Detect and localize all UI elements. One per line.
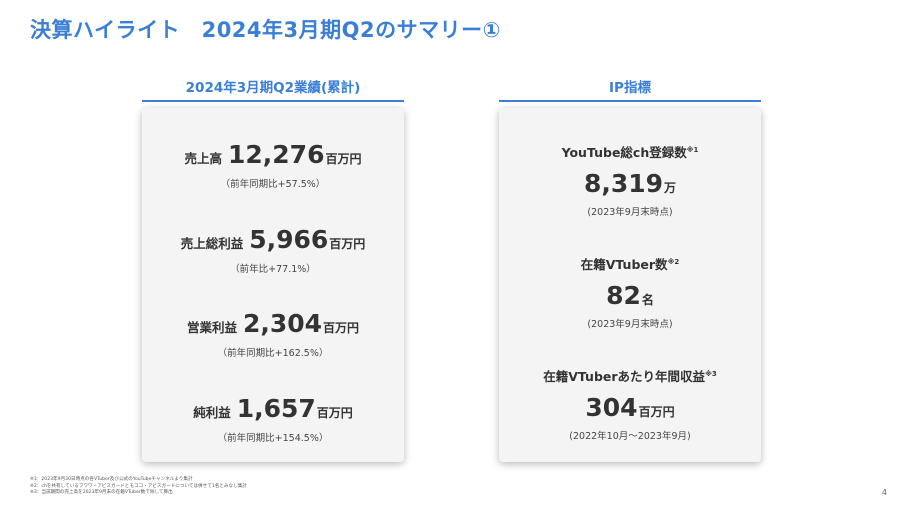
metric-label: 在籍VTuber数 xyxy=(580,257,668,272)
metric-revenue-per-vtuber: 在籍VTuberあたり年間収益※3 304 百万円 (2022年10月～2023… xyxy=(499,366,761,442)
metric-value: 2,304 xyxy=(242,309,323,338)
metric-change: （前年同期比+154.5%） xyxy=(217,433,329,444)
metric-change: （前年比+77.1%） xyxy=(230,264,316,275)
page-title: 決算ハイライト 2024年3月期Q2のサマリー① xyxy=(30,18,501,42)
metric-unit: 百万円 xyxy=(316,406,353,420)
metric-label: 純利益 xyxy=(193,405,231,420)
ip-metrics-card: YouTube総ch登録数※1 8,319 万 (2023年9月末時点) 在籍V… xyxy=(499,108,761,462)
performance-card: 売上高 12,276 百万円 （前年同期比+57.5%） 売上総利益 5,966… xyxy=(142,108,404,462)
footnote-ref: ※1 xyxy=(686,145,699,154)
metric-label-line: 在籍VTuberあたり年間収益※3 xyxy=(499,366,761,385)
metric-period: (2023年9月末時点) xyxy=(587,207,673,218)
metric-revenue: 売上高 12,276 百万円 （前年同期比+57.5%） xyxy=(142,140,404,190)
footnotes: ※1：2023年9月30日時点の各VTuber及び公式のYouTubeチャンネル… xyxy=(30,477,247,497)
metric-period: (2023年9月末時点) xyxy=(587,319,673,330)
footnote-ref: ※2 xyxy=(667,257,680,266)
footnote: ※1：2023年9月30日時点の各VTuber及び公式のYouTubeチャンネル… xyxy=(30,477,193,482)
performance-section-header: 2024年3月期Q2業績(累計) xyxy=(142,76,404,102)
metric-label: 在籍VTuberあたり年間収益 xyxy=(543,369,706,384)
footnote: ※2：chを共有しているフワワ・アビスガードとモココ・アビスガードについては併せ… xyxy=(30,483,247,489)
metric-unit: 万 xyxy=(664,181,677,195)
metric-change: （前年同期比+162.5%） xyxy=(217,348,329,359)
metric-gross-profit: 売上総利益 5,966 百万円 （前年比+77.1%） xyxy=(142,225,404,275)
footnote-ref: ※3 xyxy=(705,369,717,378)
metric-youtube-subscribers: YouTube総ch登録数※1 8,319 万 (2023年9月末時点) xyxy=(499,142,761,218)
footnote: ※3：当該期間の売上高を2023年9月末の在籍VTuber数で除して算出 xyxy=(30,490,173,496)
metric-value: 82 xyxy=(606,281,641,310)
metric-label-line: 在籍VTuber数※2 xyxy=(499,254,761,273)
metric-vtuber-count: 在籍VTuber数※2 82 名 (2023年9月末時点) xyxy=(499,254,761,330)
metric-value: 5,966 xyxy=(249,225,329,254)
metric-net-profit: 純利益 1,657 百万円 （前年同期比+154.5%） xyxy=(142,394,404,444)
metric-value: 304 xyxy=(585,393,638,422)
metric-label: 売上総利益 xyxy=(180,236,244,251)
metric-label: 営業利益 xyxy=(186,320,237,335)
metric-unit: 百万円 xyxy=(323,321,360,335)
metric-value: 1,657 xyxy=(236,394,316,423)
metric-label: YouTube総ch登録数 xyxy=(561,145,687,160)
metric-unit: 名 xyxy=(641,293,654,307)
metric-label-line: YouTube総ch登録数※1 xyxy=(499,142,761,161)
metric-label: 売上高 xyxy=(184,151,222,166)
page-number: 4 xyxy=(881,488,887,497)
metric-value: 12,276 xyxy=(228,140,325,169)
metric-value: 8,319 xyxy=(583,169,664,198)
ip-metrics-section-header: IP指標 xyxy=(499,76,761,102)
metric-change: （前年同期比+57.5%） xyxy=(220,179,326,190)
metric-operating-profit: 営業利益 2,304 百万円 （前年同期比+162.5%） xyxy=(142,309,404,359)
metric-period: (2022年10月～2023年9月) xyxy=(569,431,691,442)
metric-unit: 百万円 xyxy=(638,405,675,419)
metric-unit: 百万円 xyxy=(329,237,366,251)
metric-unit: 百万円 xyxy=(325,152,362,166)
